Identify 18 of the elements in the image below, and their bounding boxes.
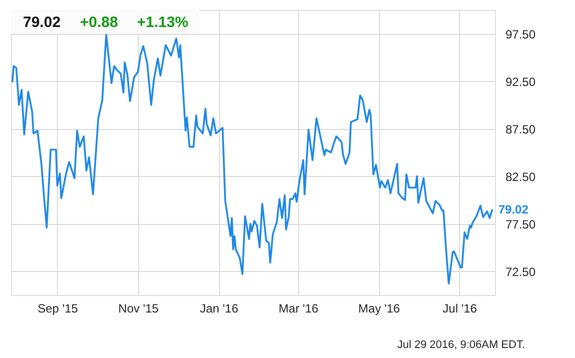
y-tick-label: 72.50 bbox=[506, 264, 536, 279]
annotation: +1.13% bbox=[137, 14, 188, 31]
annotation: +0.88 bbox=[80, 14, 118, 31]
text: Jul 29 2016, 9:06AM EDT. bbox=[397, 339, 525, 351]
x-tick-label: Sep '15 bbox=[38, 302, 78, 316]
y-tick-label: 92.50 bbox=[506, 74, 536, 89]
annotation: 79.02 bbox=[23, 14, 61, 31]
x-tick-label: Jan '16 bbox=[200, 302, 239, 316]
annotation: 79.02 bbox=[498, 202, 529, 216]
x-tick-label: Mar '16 bbox=[278, 302, 319, 316]
y-tick-label: 82.50 bbox=[506, 170, 536, 184]
y-tick-label: 97.50 bbox=[506, 27, 536, 42]
y-tick-label: 77.50 bbox=[506, 217, 536, 232]
x-tick-label: Jul '16 bbox=[442, 302, 478, 316]
y-tick-label: 87.50 bbox=[506, 122, 536, 136]
x-tick-label: Nov '15 bbox=[118, 302, 159, 316]
x-tick-label: May '16 bbox=[358, 302, 400, 316]
line-series bbox=[11, 34, 494, 284]
